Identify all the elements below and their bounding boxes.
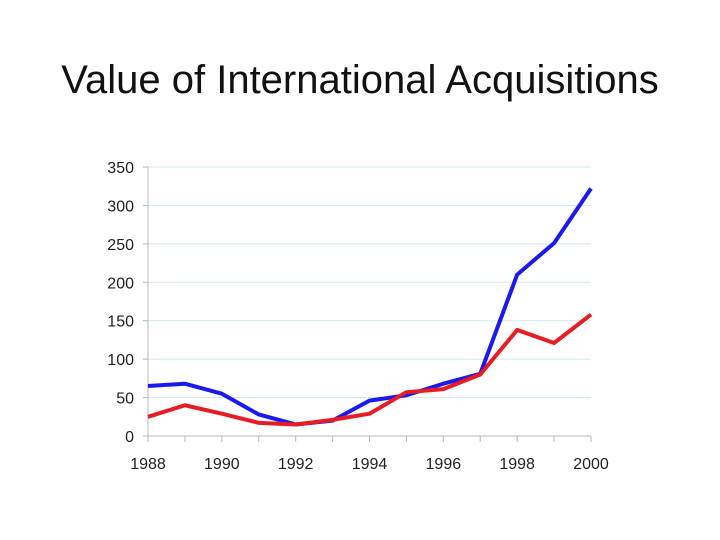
x-tick-label: 1990 — [204, 456, 240, 473]
x-tick-label: 1988 — [130, 456, 166, 473]
series-lines — [147, 187, 593, 427]
chart-title: Value of International Acquisitions — [61, 58, 659, 102]
y-tick-label: 150 — [107, 314, 134, 331]
y-tick-label: 300 — [107, 198, 134, 215]
x-tick-label: 1992 — [278, 456, 314, 473]
tick-labels: 0 50 100 150 200 250 300 350 1988 1990 1992 1994 199… — [107, 160, 609, 473]
y-tick-label: 350 — [107, 160, 134, 177]
x-tick-label: 2000 — [573, 456, 609, 473]
series-line-1 — [147, 187, 593, 427]
y-tick-label: 100 — [107, 352, 134, 369]
x-tick-label: 1994 — [352, 456, 388, 473]
y-tick-label: 200 — [107, 275, 134, 292]
y-tick-label: 250 — [107, 237, 134, 254]
y-tick-label: 0 — [125, 429, 134, 446]
series-line-2 — [147, 312, 593, 427]
axes — [143, 166, 592, 442]
gridlines — [148, 166, 591, 399]
x-tick-label: 1996 — [426, 456, 462, 473]
y-tick-label: 50 — [116, 391, 134, 408]
x-tick-label: 1998 — [499, 456, 535, 473]
